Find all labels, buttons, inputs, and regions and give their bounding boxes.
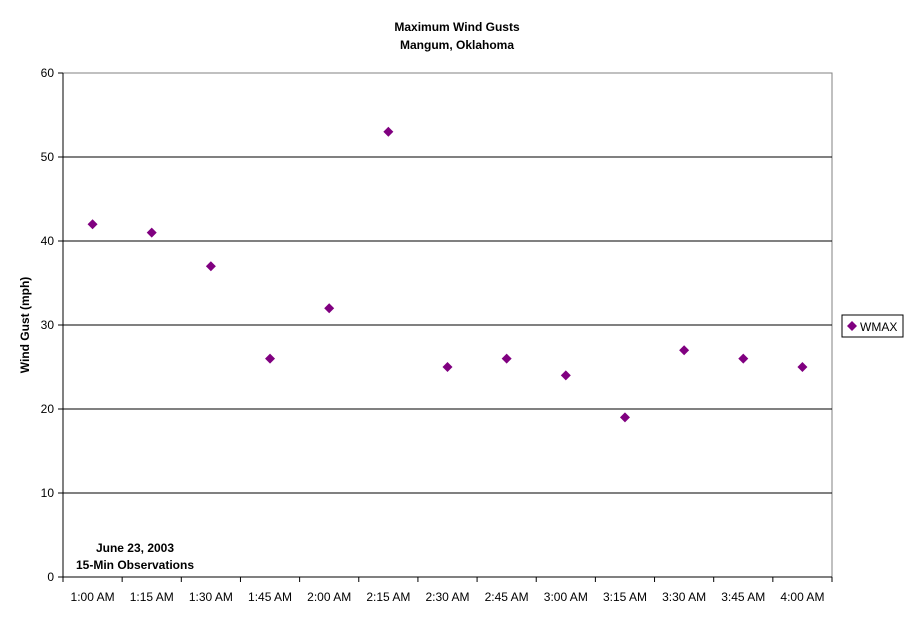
x-tick-label: 2:00 AM <box>307 590 351 604</box>
legend-label-wmax: WMAX <box>860 320 897 334</box>
data-point <box>679 345 690 356</box>
x-tick-label: 3:45 AM <box>721 590 765 604</box>
gridlines <box>63 156 832 494</box>
data-point <box>205 261 216 272</box>
x-tick-label: 2:45 AM <box>485 590 529 604</box>
x-tick-label: 3:15 AM <box>603 590 647 604</box>
data-point <box>738 353 749 364</box>
data-point <box>619 412 630 423</box>
y-tick-label: 60 <box>41 66 55 80</box>
data-point <box>501 353 512 364</box>
data-point <box>442 362 453 372</box>
y-axis-ticks: 0 10 20 30 40 50 60 <box>41 66 63 584</box>
y-tick-label: 30 <box>41 318 55 332</box>
x-tick-label: 2:30 AM <box>425 590 469 604</box>
legend-marker-wmax <box>847 321 857 331</box>
y-tick-label: 50 <box>41 150 55 164</box>
data-point <box>560 370 571 381</box>
x-tick-label: 1:45 AM <box>248 590 292 604</box>
x-tick-label: 1:00 AM <box>71 590 115 604</box>
chart-title: Maximum Wind Gusts <box>394 20 520 34</box>
y-tick-label: 0 <box>47 570 54 584</box>
x-tick-label: 1:15 AM <box>130 590 174 604</box>
data-point <box>265 353 276 364</box>
chart-subtitle: Mangum, Oklahoma <box>400 38 514 52</box>
y-axis-label: Wind Gust (mph) <box>18 277 32 374</box>
x-tick-label: 2:15 AM <box>366 590 410 604</box>
x-tick-label: 3:00 AM <box>544 590 588 604</box>
y-tick-label: 20 <box>41 402 55 416</box>
x-tick-label: 3:30 AM <box>662 590 706 604</box>
annotation-date: June 23, 2003 <box>96 541 174 555</box>
x-axis-ticks: 1:00 AM 1:15 AM 1:30 AM 1:45 AM 2:00 AM 2:15 … <box>62 577 833 604</box>
annotation-observations: 15-Min Observations <box>76 558 194 572</box>
data-point <box>324 303 335 314</box>
data-point <box>383 126 394 137</box>
legend: WMAX <box>841 314 904 338</box>
x-tick-label: 4:00 AM <box>780 590 824 604</box>
data-point <box>146 227 157 238</box>
data-point <box>797 362 808 372</box>
legend-box <box>841 314 904 338</box>
y-tick-label: 10 <box>41 486 55 500</box>
data-point <box>87 219 98 230</box>
y-tick-label: 40 <box>41 234 55 248</box>
series-wmax <box>87 126 808 423</box>
x-tick-label: 1:30 AM <box>189 590 233 604</box>
